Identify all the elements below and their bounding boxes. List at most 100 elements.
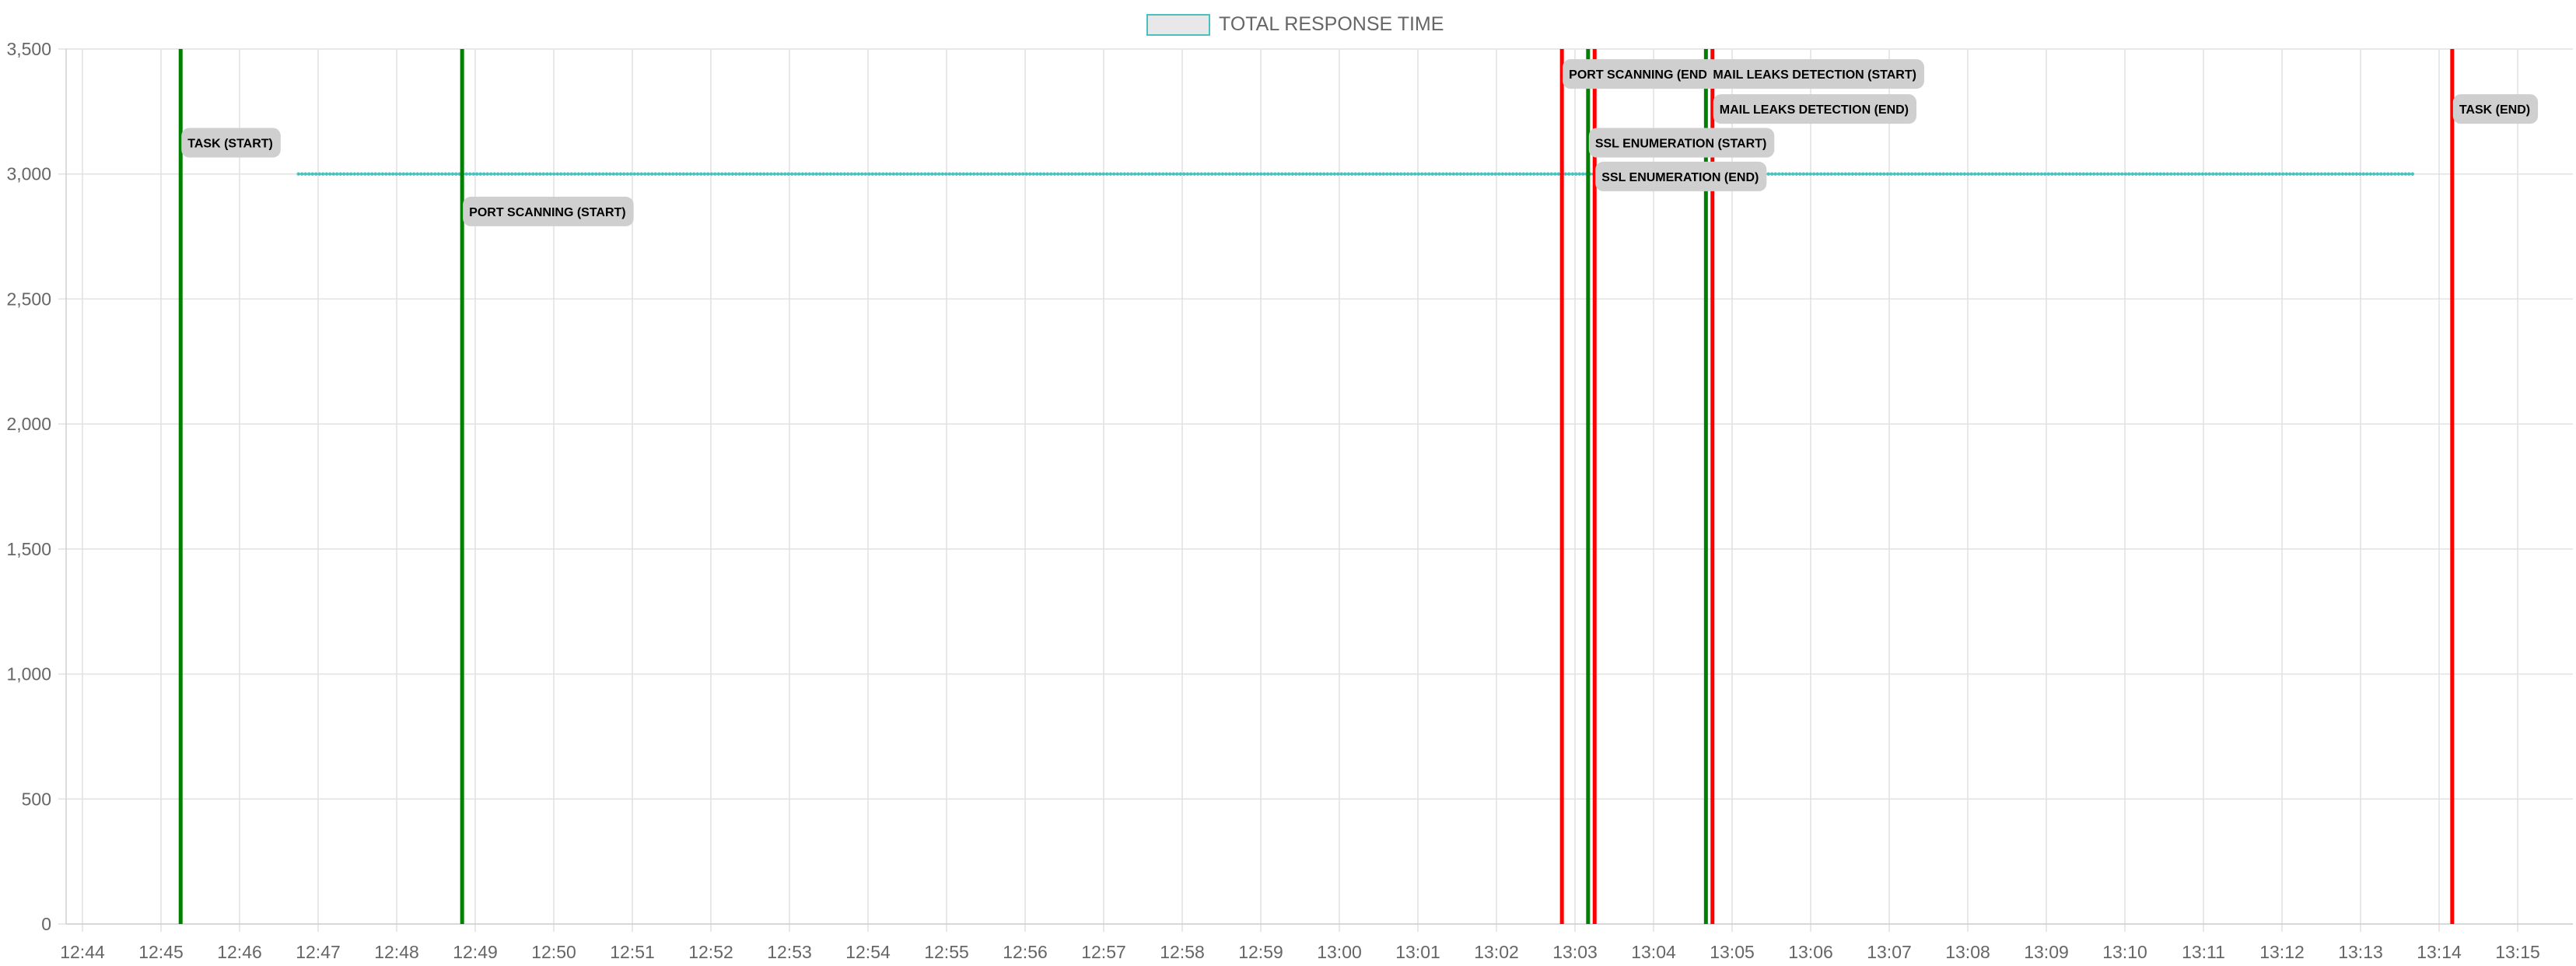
data-point (1570, 172, 1574, 176)
data-point (2288, 172, 2292, 176)
data-point (1994, 172, 1998, 176)
data-point (1059, 172, 1063, 176)
data-point (2407, 172, 2411, 176)
data-point (2155, 172, 2159, 176)
data-point (1311, 172, 1315, 176)
data-point (853, 172, 857, 176)
data-point (1126, 172, 1130, 176)
data-point (2099, 172, 2103, 176)
data-point (1815, 172, 1819, 176)
data-point (758, 172, 762, 176)
data-point (433, 172, 437, 176)
data-point (1035, 172, 1039, 176)
annotation-label-text: SSL ENUMERATION (END) (1601, 171, 1759, 184)
data-point (2025, 172, 2029, 176)
data-point (1255, 172, 1259, 176)
data-point (310, 172, 314, 176)
annotation-label-box (1588, 128, 1775, 158)
data-point (863, 172, 867, 176)
data-point (412, 172, 416, 176)
data-point (706, 172, 710, 176)
data-point (1364, 172, 1368, 176)
data-point (769, 172, 773, 176)
data-point (517, 172, 521, 176)
data-point (2309, 172, 2313, 176)
data-point (1770, 172, 1774, 176)
data-point (1465, 172, 1469, 176)
data-point (751, 172, 755, 176)
data-point (692, 172, 696, 176)
data-point (1231, 172, 1235, 176)
data-point (2375, 172, 2379, 176)
x-axis-labels: 12:44 12:45 12:46 12:47 12:48 12:49 12:50 12:51… (60, 942, 2540, 962)
data-point (2312, 172, 2316, 176)
data-point (1294, 172, 1298, 176)
data-point (734, 172, 738, 176)
data-point (727, 172, 731, 176)
data-point (1997, 172, 2001, 176)
data-point (471, 172, 475, 176)
data-point (615, 172, 619, 176)
data-point (1987, 172, 1991, 176)
data-point (2344, 172, 2348, 176)
data-point (1115, 172, 1119, 176)
data-point (1339, 172, 1343, 176)
x-tick-label: 12:52 (688, 942, 733, 962)
data-point (618, 172, 622, 176)
data-point (342, 172, 346, 176)
data-point (699, 172, 703, 176)
data-point (1049, 172, 1053, 176)
data-point (1843, 172, 1847, 176)
data-point (1157, 172, 1161, 176)
data-point (1574, 172, 1578, 176)
x-tick-label: 12:48 (374, 942, 419, 962)
data-point (1350, 172, 1354, 176)
x-tick-label: 12:47 (296, 942, 341, 962)
data-point (755, 172, 759, 176)
legend[interactable]: TOTAL RESPONSE TIME (1146, 13, 1444, 36)
data-point (1437, 172, 1441, 176)
data-point (429, 172, 433, 176)
x-tick-label: 13:09 (2024, 942, 2069, 962)
data-point (1161, 172, 1165, 176)
data-point (713, 172, 717, 176)
data-point (1420, 172, 1424, 176)
data-point (370, 172, 374, 176)
x-tick-label: 12:59 (1238, 942, 1283, 962)
data-point (762, 172, 766, 176)
data-point (835, 172, 839, 176)
data-point (1017, 172, 1021, 176)
data-point (2165, 172, 2169, 176)
data-point (2228, 172, 2232, 176)
x-tick-label: 12:44 (60, 942, 105, 962)
data-point (2172, 172, 2176, 176)
x-tick-label: 13:10 (2102, 942, 2147, 962)
data-point (387, 172, 391, 176)
data-point (1532, 172, 1536, 176)
data-point (2326, 172, 2330, 176)
data-point (296, 172, 300, 176)
data-point (1766, 172, 1770, 176)
data-point (1276, 172, 1280, 176)
data-point (324, 172, 328, 176)
y-tick-label: 2,500 (6, 289, 51, 309)
data-point (2039, 172, 2043, 176)
data-point (2235, 172, 2239, 176)
series-total-response-time (296, 172, 2414, 176)
data-point (1014, 172, 1018, 176)
data-point (2127, 172, 2131, 176)
data-point (1038, 172, 1042, 176)
data-point (2109, 172, 2113, 176)
data-point (2123, 172, 2127, 176)
data-point (1203, 172, 1207, 176)
data-point (625, 172, 629, 176)
x-tick-label: 13:12 (2259, 942, 2305, 962)
data-point (1906, 172, 1910, 176)
data-point (2032, 172, 2036, 176)
data-point (496, 172, 500, 176)
data-point (2081, 172, 2085, 176)
data-point (569, 172, 573, 176)
data-point (2057, 172, 2061, 176)
data-point (937, 172, 941, 176)
data-point (1847, 172, 1851, 176)
